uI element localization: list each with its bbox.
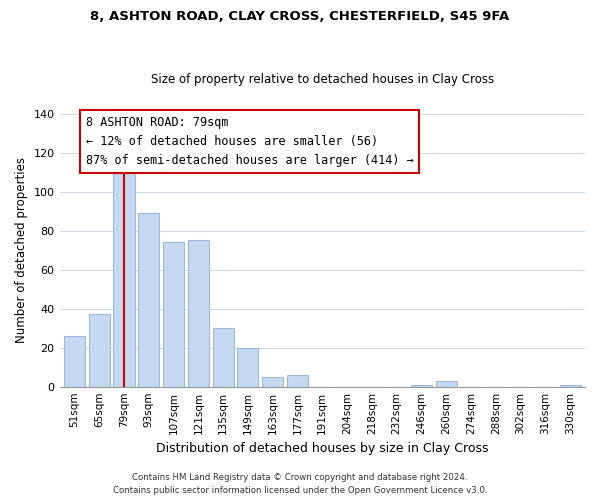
Text: Contains HM Land Registry data © Crown copyright and database right 2024.
Contai: Contains HM Land Registry data © Crown c… <box>113 474 487 495</box>
Text: 8 ASHTON ROAD: 79sqm
← 12% of detached houses are smaller (56)
87% of semi-detac: 8 ASHTON ROAD: 79sqm ← 12% of detached h… <box>86 116 413 168</box>
Bar <box>411 384 432 386</box>
Bar <box>238 348 259 387</box>
Bar <box>89 314 110 386</box>
Bar <box>212 328 233 386</box>
Bar <box>560 384 581 386</box>
X-axis label: Distribution of detached houses by size in Clay Cross: Distribution of detached houses by size … <box>156 442 488 455</box>
Title: Size of property relative to detached houses in Clay Cross: Size of property relative to detached ho… <box>151 73 494 86</box>
Bar <box>287 375 308 386</box>
Bar <box>113 156 134 386</box>
Text: 8, ASHTON ROAD, CLAY CROSS, CHESTERFIELD, S45 9FA: 8, ASHTON ROAD, CLAY CROSS, CHESTERFIELD… <box>91 10 509 23</box>
Bar <box>436 381 457 386</box>
Bar <box>262 377 283 386</box>
Bar <box>64 336 85 386</box>
Bar <box>188 240 209 386</box>
Bar <box>163 242 184 386</box>
Bar <box>138 213 160 386</box>
Y-axis label: Number of detached properties: Number of detached properties <box>15 157 28 343</box>
